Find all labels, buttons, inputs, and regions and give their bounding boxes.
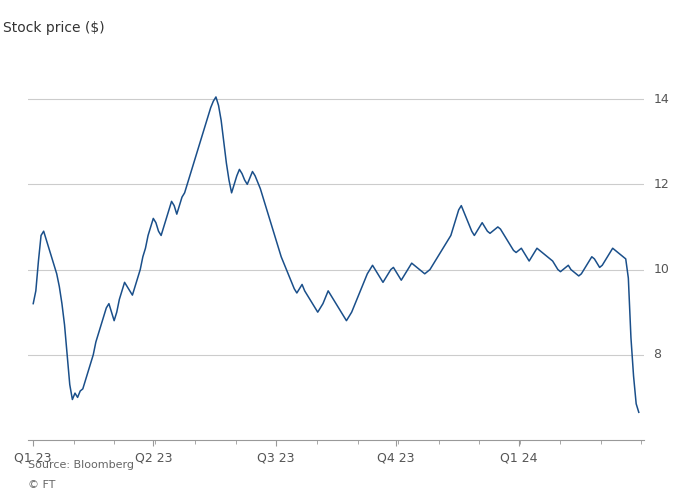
Text: © FT: © FT (28, 480, 55, 490)
Text: Source: Bloomberg: Source: Bloomberg (28, 460, 134, 470)
Text: 8: 8 (653, 348, 662, 362)
Text: Stock price ($): Stock price ($) (4, 21, 105, 35)
Text: 12: 12 (653, 178, 669, 191)
Text: 14: 14 (653, 92, 669, 106)
Text: 10: 10 (653, 263, 669, 276)
